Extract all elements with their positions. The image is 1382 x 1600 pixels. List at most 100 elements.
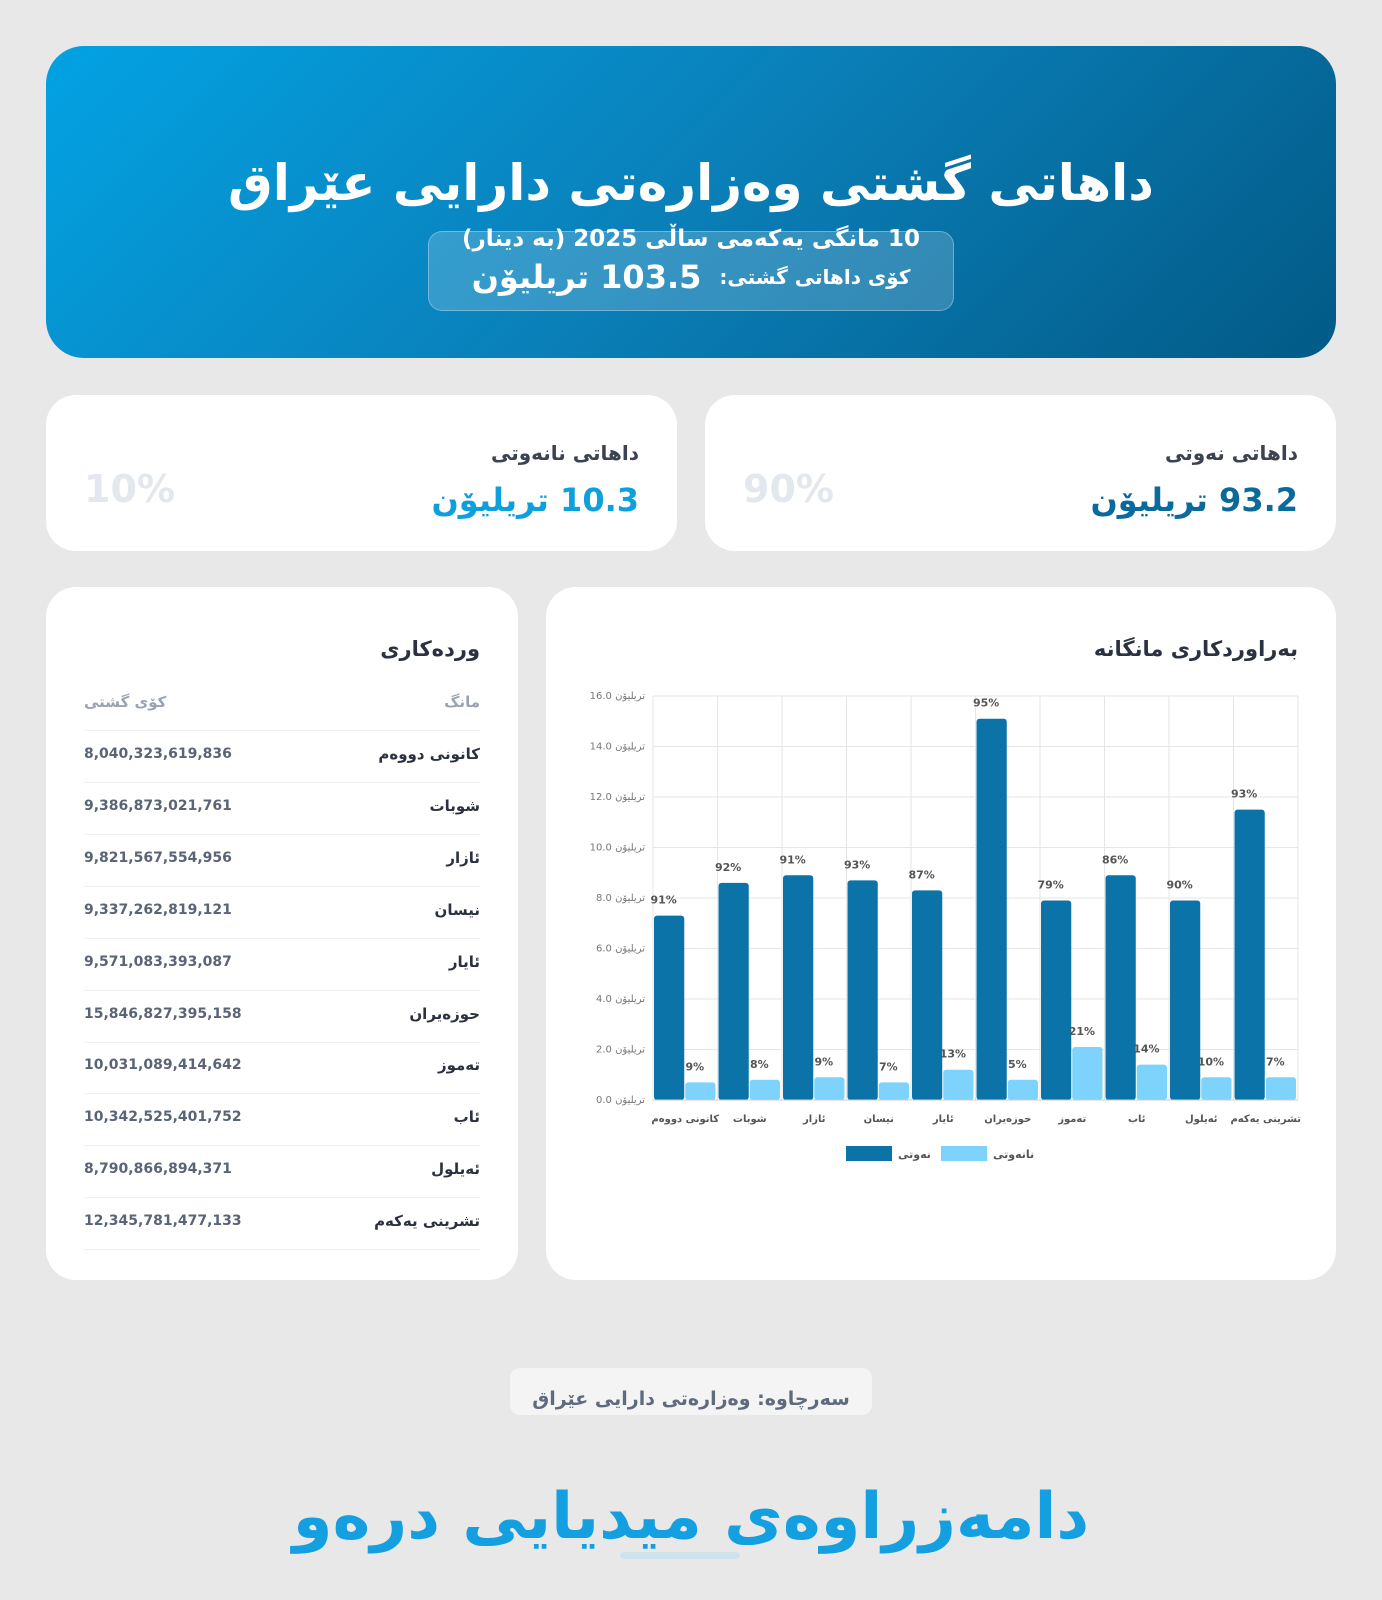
y-tick-label: 8.0 تریلیۆن <box>596 893 645 904</box>
table-row: نیسان 9,337,262,819,121 <box>84 887 480 939</box>
x-tick-label: شوبات <box>733 1114 767 1125</box>
total-cell: 10,031,089,414,642 <box>84 1057 242 1074</box>
bar <box>1265 1077 1296 1100</box>
total-cell: 8,790,866,894,371 <box>84 1161 232 1178</box>
bar <box>814 1077 845 1100</box>
source: سەرچاوە: وەزارەتی دارایی عێراق <box>510 1368 872 1415</box>
x-tick-label: کانونی دووەم <box>651 1114 719 1125</box>
chart-card: 0.0 تریلیۆن 2.0 تریلیۆن 4.0 تریلیۆن 6.0 تری… <box>546 587 1336 1280</box>
total-box: کۆی داهاتی گشتی: 103.5 تریلیۆن <box>428 231 954 311</box>
month-cell: ئەیلول <box>431 1160 480 1179</box>
bar <box>654 915 685 1100</box>
oil-card: داهاتی نەوتی 93.2 تریلیۆن 90% <box>705 395 1336 551</box>
title: داهاتی گشتی وەزارەتی دارایی عێراق <box>228 154 1154 212</box>
bar <box>685 1082 716 1100</box>
y-tick-label: 0.0 تریلیۆن <box>596 1095 645 1106</box>
point-label: 91% <box>650 894 676 907</box>
point-label: 79% <box>1037 879 1063 892</box>
month-cell: شوبات <box>429 796 481 815</box>
bar <box>749 1079 780 1100</box>
y-tick-label: 6.0 تریلیۆن <box>596 944 645 955</box>
bar <box>1170 900 1201 1100</box>
month-cell: کانونی دووەم <box>378 745 480 763</box>
point-label: 21% <box>1069 1025 1095 1038</box>
total-cell: 9,386,873,021,761 <box>84 797 232 814</box>
month-cell: ئاب <box>453 1108 480 1127</box>
card-label: داهاتی نەوتی <box>1164 441 1298 465</box>
bar <box>1041 900 1072 1100</box>
bar <box>943 1069 974 1100</box>
point-label: 86% <box>1102 853 1128 866</box>
brand-underline <box>620 1552 740 1559</box>
table-row: ئاب 10,342,525,401,752 <box>84 1094 480 1147</box>
point-label: 95% <box>973 697 999 710</box>
legend-swatch <box>941 1146 987 1161</box>
bar <box>1072 1046 1103 1100</box>
header-cell: کۆی گشتی <box>84 693 167 711</box>
table-row: ئایار 9,571,083,393,087 <box>84 939 480 991</box>
bar <box>1234 809 1265 1100</box>
total-cell: 12,345,781,477,133 <box>84 1213 242 1230</box>
table-row: حوزەیران 15,846,827,395,158 <box>84 991 480 1043</box>
bar <box>718 882 749 1100</box>
total-cell: 9,337,262,819,121 <box>84 901 232 918</box>
month-cell: ئایار <box>448 952 480 971</box>
bar <box>878 1082 909 1100</box>
total-cell: 15,846,827,395,158 <box>84 1005 242 1022</box>
point-label: 93% <box>1231 788 1257 801</box>
total-cell: 8,040,323,619,836 <box>84 746 232 762</box>
y-tick-label: 12.0 تریلیۆن <box>590 792 646 803</box>
total-cell: 9,821,567,554,956 <box>84 849 232 866</box>
chart-title: بەراوردکاری مانگانە <box>1093 637 1298 661</box>
legend-label: نەوتی <box>898 1148 931 1161</box>
table-title: وردەکاری <box>380 637 480 661</box>
month-cell: نیسان <box>434 900 480 919</box>
total-cell: 10,342,525,401,752 <box>84 1109 242 1126</box>
month-cell: تەموز <box>437 1056 480 1075</box>
total-cell: 9,571,083,393,087 <box>84 953 232 970</box>
month-cell: حوزەیران <box>409 1004 480 1023</box>
bar <box>1105 875 1136 1100</box>
point-label: 93% <box>844 858 870 871</box>
card-value: 10.3 تریلیۆن <box>431 481 639 519</box>
non-oil-card: داهاتی نانەوتی 10.3 تریلیۆن 10% <box>46 395 677 551</box>
table-row: تەموز 10,031,089,414,642 <box>84 1042 480 1095</box>
y-tick-label: 2.0 تریلیۆن <box>596 1045 645 1056</box>
bar <box>912 890 943 1100</box>
total-label: کۆی داهاتی گشتی: <box>719 265 911 289</box>
card-percent: 10% <box>84 467 175 511</box>
x-tick-label: حوزەیران <box>984 1114 1031 1125</box>
subtitle: 10 مانگی یەکەمی ساڵی 2025 (بە دینار) <box>461 226 921 252</box>
point-label: 90% <box>1166 879 1192 892</box>
x-tick-label: ئەیلول <box>1185 1114 1218 1125</box>
point-label: 14% <box>1133 1043 1159 1056</box>
point-label: 10% <box>1198 1055 1224 1068</box>
table-row: ئازار 9,821,567,554,956 <box>84 835 480 887</box>
card-value: 93.2 تریلیۆن <box>1090 481 1298 519</box>
y-tick-label: 4.0 تریلیۆن <box>596 994 645 1005</box>
point-label: 91% <box>779 853 805 866</box>
header-cell: مانگ <box>444 693 480 711</box>
x-tick-label: ئاب <box>1128 1114 1146 1125</box>
legend-swatch <box>846 1146 892 1161</box>
x-tick-label: تەموز <box>1057 1114 1086 1125</box>
point-label: 7% <box>879 1060 898 1073</box>
total-value: 103.5 تریلیۆن <box>471 258 702 296</box>
y-tick-label: 16.0 تریلیۆن <box>590 691 646 702</box>
table-header: مانگ کۆی گشتی <box>84 679 480 731</box>
point-label: 87% <box>908 868 934 881</box>
bar <box>783 875 814 1100</box>
month-cell: تشرینی یەکەم <box>374 1212 480 1231</box>
x-tick-label: نیسان <box>864 1114 894 1125</box>
point-label: 13% <box>940 1048 966 1061</box>
month-cell: ئازار <box>446 848 480 867</box>
bar <box>1201 1077 1232 1100</box>
table-row: تشرینی یەکەم 12,345,781,477,133 <box>84 1198 480 1251</box>
table-row: کانونی دووەم 8,040,323,619,836 <box>84 731 480 783</box>
chart: 0.0 تریلیۆن 2.0 تریلیۆن 4.0 تریلیۆن 6.0 تری… <box>590 691 1301 1161</box>
point-label: 5% <box>1008 1058 1027 1071</box>
card-label: داهاتی نانەوتی <box>490 441 639 465</box>
point-label: 92% <box>715 861 741 874</box>
point-label: 8% <box>750 1058 769 1071</box>
